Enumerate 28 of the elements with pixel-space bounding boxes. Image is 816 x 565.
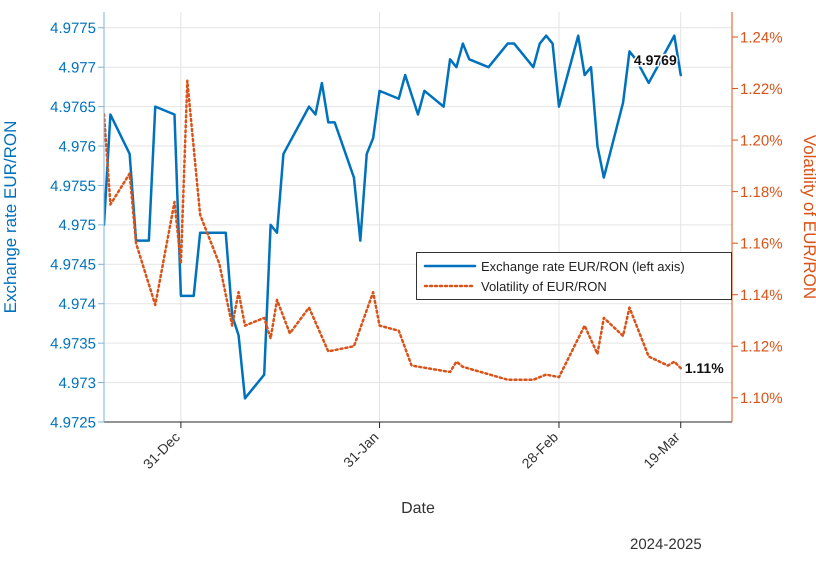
line-series <box>104 80 682 381</box>
y2-axis-title: Volatility of EUR/RON <box>800 134 816 300</box>
x-axis-title: Date <box>401 500 435 517</box>
line-series <box>104 34 682 400</box>
annotation: 1.11% <box>684 360 724 376</box>
y2-tick-label: 1.22% <box>740 80 783 98</box>
y-tick-label: 4.9755 <box>50 178 96 195</box>
y2-tick-label: 1.16% <box>740 235 783 252</box>
y-tick-label: 4.9775 <box>50 20 96 38</box>
y2-tick-label: 1.12% <box>740 338 783 356</box>
y2-tick-label: 1.24% <box>740 29 783 46</box>
y-axis-title: Exchange rate EUR/RON <box>1 120 20 314</box>
text: 2024-2025 <box>630 536 702 553</box>
legend-label: Exchange rate EUR/RON (left axis) <box>481 258 685 274</box>
y2-tick-label: 1.14% <box>740 287 783 304</box>
y-tick-label: 4.973 <box>58 374 96 392</box>
y-tick-label: 4.975 <box>58 217 96 234</box>
y2-tick-label: 1.20% <box>740 132 783 150</box>
y-tick-label: 4.974 <box>58 296 96 314</box>
y-tick-label: 4.9765 <box>50 98 96 116</box>
y2-tick-label: 1.10% <box>740 390 783 408</box>
y-tick-label: 4.9725 <box>50 414 96 432</box>
y-tick-label: 4.9745 <box>50 256 96 274</box>
legend-label: Volatility of EUR/RON <box>481 278 607 294</box>
y-tick-label: 4.976 <box>58 138 96 156</box>
y-tick-label: 4.977 <box>58 60 96 77</box>
y2-tick-label: 1.18% <box>740 184 783 201</box>
y-tick-label: 4.9735 <box>50 335 96 352</box>
